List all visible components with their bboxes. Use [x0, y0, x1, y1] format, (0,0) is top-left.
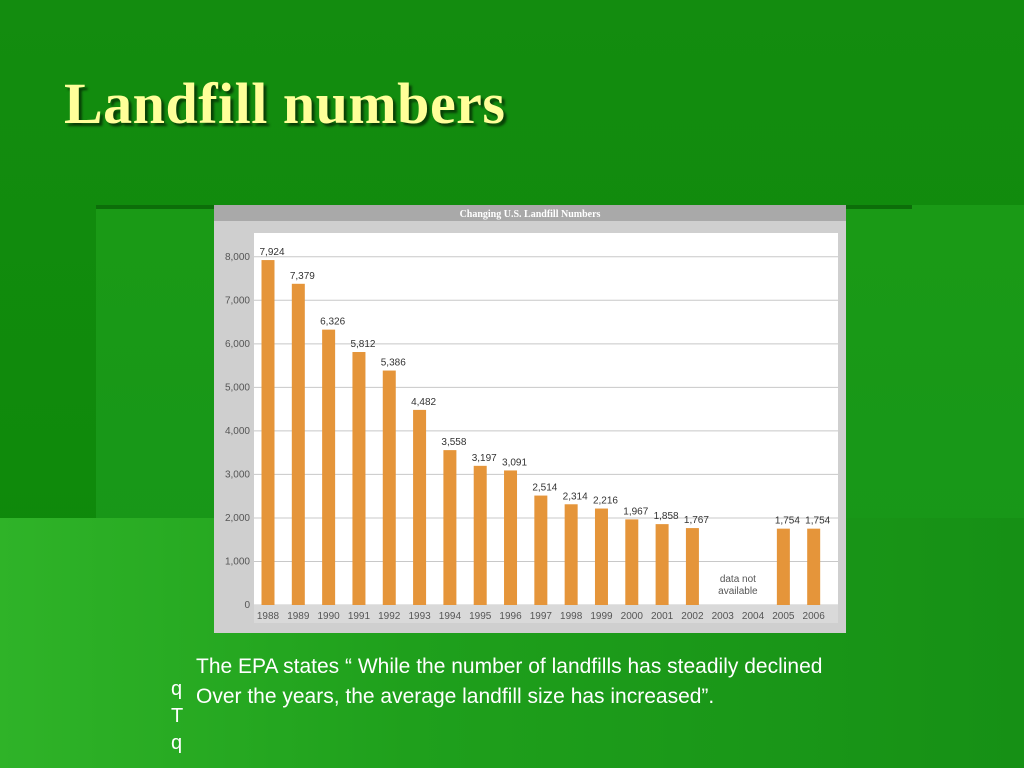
y-tick-label: 8,000: [225, 252, 250, 263]
x-tick-label: 1994: [439, 611, 462, 622]
quote-line-2: Over the years, the average landfill siz…: [196, 685, 715, 708]
chart-title-band: [214, 205, 846, 221]
chart-title: Changing U.S. Landfill Numbers: [460, 209, 601, 220]
y-tick-label: 0: [244, 600, 250, 611]
y-tick-label: 6,000: [225, 339, 250, 350]
y-tick-label: 7,000: [225, 295, 250, 306]
x-tick-label: 1993: [408, 611, 431, 622]
x-tick-label: 2002: [681, 611, 704, 622]
x-tick-label: 2000: [621, 611, 644, 622]
x-tick-label: 2001: [651, 611, 674, 622]
bar-value-label: 5,812: [350, 339, 375, 350]
bar: [594, 508, 608, 605]
bar-value-label: 3,197: [472, 453, 497, 464]
y-tick-label: 4,000: [225, 426, 250, 437]
bar: [261, 260, 275, 605]
bar: [534, 495, 548, 605]
bar: [382, 370, 396, 605]
bar-value-label: 2,514: [532, 483, 557, 494]
bar-value-label: 5,386: [381, 358, 406, 369]
bar: [443, 450, 457, 605]
x-axis-band: [254, 605, 838, 623]
bar: [655, 524, 669, 605]
bar-value-label: 3,091: [502, 457, 527, 468]
bar: [685, 528, 699, 605]
bar-value-label: 1,967: [623, 506, 648, 517]
y-tick-label: 3,000: [225, 469, 250, 480]
landfill-bar-chart: Changing U.S. Landfill Numbers 0 1,000 2,00…: [214, 205, 846, 633]
bar-value-label: 7,379: [290, 271, 315, 282]
bar-value-label: 2,314: [563, 491, 588, 502]
bullet-glyphs: q T q: [171, 676, 183, 757]
x-tick-label: 2003: [712, 611, 735, 622]
annotation-line-2: available: [718, 586, 758, 597]
chart-svg: Changing U.S. Landfill Numbers 0 1,000 2,00…: [214, 205, 846, 623]
x-tick-label: 2004: [742, 611, 765, 622]
bar: [807, 528, 821, 605]
annotation-line-1: data not: [720, 574, 756, 585]
x-tick-label: 2005: [772, 611, 795, 622]
y-tick-label: 2,000: [225, 513, 250, 524]
bar: [504, 470, 518, 605]
bar-value-label: 7,924: [260, 247, 285, 258]
bar-value-label: 1,754: [805, 516, 830, 527]
bar-value-label: 1,754: [775, 516, 800, 527]
x-tick-label: 1990: [318, 611, 341, 622]
x-tick-label: 1996: [499, 611, 522, 622]
bullet-glyph-1: q: [171, 678, 183, 700]
x-tick-label: 1999: [590, 611, 613, 622]
y-tick-label: 5,000: [225, 382, 250, 393]
bar: [352, 352, 366, 605]
y-tick-label: 1,000: [225, 556, 250, 567]
bar: [322, 329, 336, 605]
x-tick-label: 1995: [469, 611, 492, 622]
bar-value-label: 1,767: [684, 515, 709, 526]
bar-value-label: 1,858: [654, 511, 679, 522]
x-tick-label: 1991: [348, 611, 371, 622]
quote-line-1: The EPA states “ While the number of lan…: [196, 655, 823, 678]
bar: [291, 283, 305, 605]
x-tick-label: 2006: [803, 611, 826, 622]
bar: [413, 409, 427, 605]
bullet-glyph-3: q: [171, 732, 183, 754]
x-tick-label: 1997: [530, 611, 553, 622]
epa-quote: The EPA states “ While the number of lan…: [196, 652, 996, 712]
bar: [776, 528, 790, 605]
x-tick-label: 1988: [257, 611, 280, 622]
slide-title: Landfill numbers: [64, 71, 506, 136]
x-tick-label: 1998: [560, 611, 583, 622]
bar: [625, 519, 639, 605]
bar-value-label: 2,216: [593, 496, 618, 507]
bar-value-label: 6,326: [320, 317, 345, 328]
bullet-glyph-2: T: [171, 705, 184, 727]
bar-value-label: 3,558: [441, 437, 466, 448]
x-tick-label: 1989: [287, 611, 310, 622]
x-tick-label: 1992: [378, 611, 401, 622]
bar: [473, 465, 487, 605]
bar-value-label: 4,482: [411, 397, 436, 408]
bar: [564, 504, 578, 605]
